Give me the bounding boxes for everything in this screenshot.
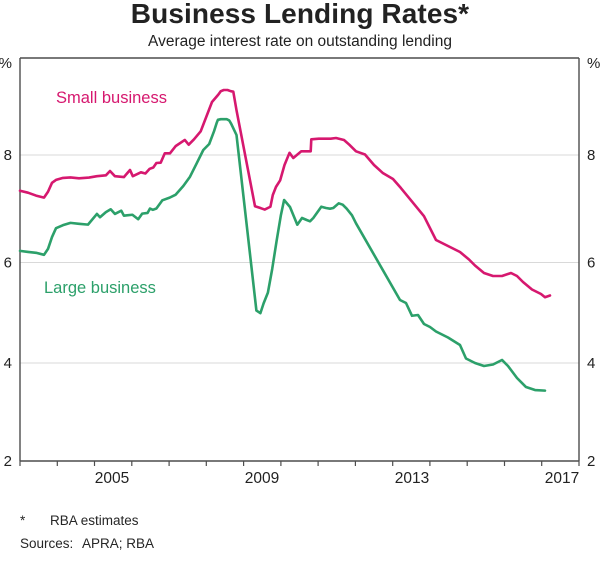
svg-text:4: 4: [587, 355, 595, 372]
svg-text:2: 2: [587, 453, 595, 470]
svg-text:Large business: Large business: [44, 279, 156, 297]
svg-text:6: 6: [4, 255, 12, 272]
svg-text:%: %: [0, 55, 12, 72]
svg-text:2005: 2005: [95, 470, 129, 487]
svg-text:8: 8: [4, 147, 12, 164]
svg-text:%: %: [587, 55, 600, 72]
svg-text:8: 8: [587, 147, 595, 164]
svg-text:2017: 2017: [545, 470, 579, 487]
svg-text:2009: 2009: [245, 470, 279, 487]
svg-text:2013: 2013: [395, 470, 429, 487]
svg-text:Small business: Small business: [56, 89, 167, 107]
svg-text:4: 4: [4, 355, 12, 372]
svg-text:6: 6: [587, 255, 595, 272]
svg-text:2: 2: [4, 453, 12, 470]
